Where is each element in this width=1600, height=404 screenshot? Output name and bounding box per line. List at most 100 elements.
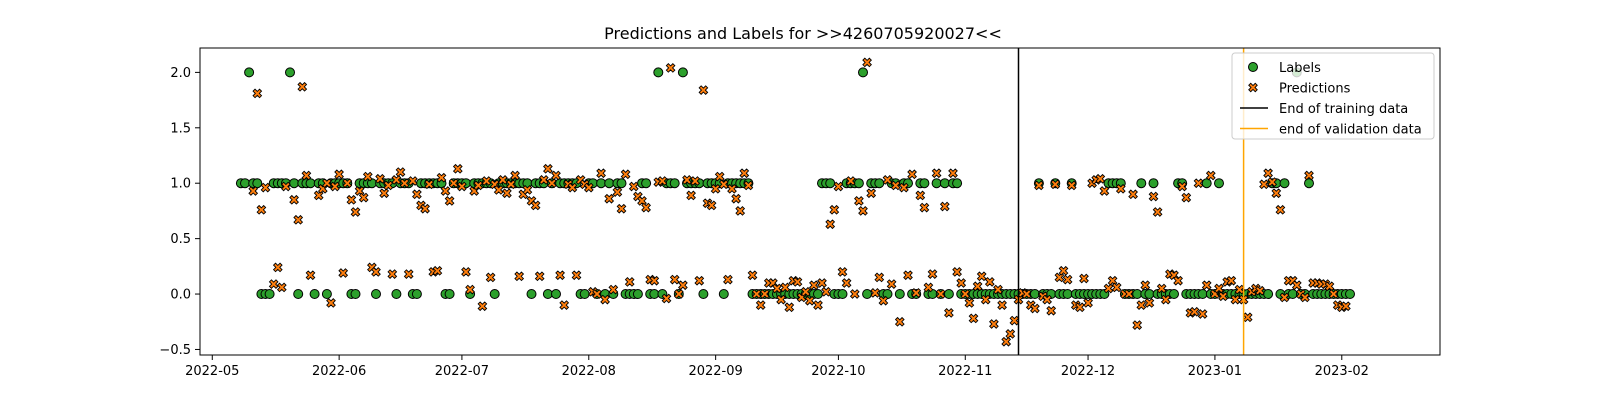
legend-label: Predictions (1279, 82, 1351, 97)
prediction-point (551, 170, 561, 181)
prediction-point (555, 270, 565, 281)
label-point (677, 67, 688, 78)
prediction-point (1197, 309, 1208, 319)
prediction-point (547, 178, 557, 189)
label-point (1287, 289, 1298, 299)
y-tick-label: 1.0 (170, 177, 191, 192)
prediction-point (1140, 280, 1151, 291)
label-point (825, 178, 836, 189)
label-point (489, 289, 500, 299)
label-point (293, 289, 304, 299)
label-point (579, 289, 590, 299)
prediction-point (862, 57, 872, 68)
prediction-point (534, 271, 545, 282)
legend: Labels Predictions End of training data end… (1231, 52, 1435, 140)
prediction-point (944, 308, 954, 318)
prediction-point (776, 294, 786, 305)
prediction-point (1030, 303, 1040, 314)
label-point (653, 67, 664, 78)
prediction-point (1128, 189, 1138, 200)
label-point (391, 289, 402, 299)
prediction-point (984, 277, 995, 287)
prediction-point (403, 269, 414, 279)
prediction-point (420, 203, 430, 214)
chart-title: Predictions and Labels for >>42607059200… (604, 24, 1002, 43)
prediction-point (833, 181, 844, 192)
prediction-point (444, 196, 455, 206)
prediction-point (350, 207, 361, 217)
prediction-point (1189, 306, 1200, 317)
prediction-point (948, 168, 958, 179)
y-tick-label: −0.5 (159, 343, 191, 358)
prediction-point (997, 300, 1007, 310)
legend-label: Labels (1279, 61, 1321, 76)
label-point (1197, 289, 1208, 299)
prediction-point (452, 163, 463, 174)
prediction-point (1324, 281, 1335, 292)
prediction-point (964, 298, 975, 308)
prediction-point (968, 313, 979, 324)
prediction-point (252, 88, 263, 99)
prediction-point (845, 176, 856, 186)
label-point (371, 289, 381, 299)
prediction-point (1242, 312, 1253, 323)
label-point (526, 289, 537, 299)
prediction-point (485, 272, 496, 283)
prediction-point (289, 194, 299, 205)
y-tick-label: 0.5 (170, 232, 191, 247)
label-point (837, 289, 848, 299)
prediction-point (281, 181, 291, 192)
prediction-point (1136, 300, 1147, 310)
label-point (551, 289, 561, 299)
prediction-point (543, 163, 553, 174)
label-point (919, 178, 930, 189)
prediction-point (878, 295, 889, 306)
x-tick-label: 2022-08 (562, 364, 616, 379)
plot-area-frame (199, 47, 1441, 356)
prediction-point (800, 286, 811, 297)
prediction-point (866, 188, 877, 199)
prediction-point (424, 179, 435, 190)
prediction-point (1300, 292, 1310, 303)
prediction-point (886, 279, 897, 289)
prediction-point (473, 180, 484, 191)
prediction-point (1181, 192, 1192, 203)
x-tick-label: 2022-11 (938, 364, 992, 379)
label-point (1062, 289, 1073, 299)
prediction-point (1103, 283, 1114, 294)
label-point (411, 289, 422, 299)
label-point (939, 178, 950, 189)
prediction-point (1328, 289, 1339, 299)
prediction-point (1160, 294, 1171, 305)
prediction-point (514, 271, 525, 282)
prediction-point (1050, 179, 1061, 190)
prediction-point (522, 185, 533, 195)
legend-predictions-marker (1248, 82, 1258, 93)
label-point (285, 67, 295, 78)
label-point (632, 289, 643, 299)
prediction-point (436, 172, 447, 183)
prediction-point (305, 270, 316, 281)
label-point (874, 178, 885, 189)
prediction-point (604, 193, 615, 204)
label-point (604, 178, 615, 189)
prediction-point (616, 203, 627, 214)
label-point (240, 178, 250, 189)
prediction-point (792, 277, 803, 287)
prediction-point (980, 294, 991, 305)
prediction-point (809, 280, 819, 291)
prediction-point (358, 192, 369, 203)
prediction-point (858, 206, 868, 216)
prediction-point (502, 188, 512, 199)
prediction-point (956, 278, 967, 288)
prediction-point (1230, 294, 1241, 305)
prediction-point (1132, 320, 1143, 330)
prediction-point (686, 190, 696, 201)
prediction-point (907, 169, 917, 180)
prediction-point (432, 265, 443, 276)
prediction-point (952, 267, 962, 277)
prediction-point (825, 219, 836, 230)
prediction-point (976, 271, 987, 282)
prediction-point (301, 170, 312, 181)
